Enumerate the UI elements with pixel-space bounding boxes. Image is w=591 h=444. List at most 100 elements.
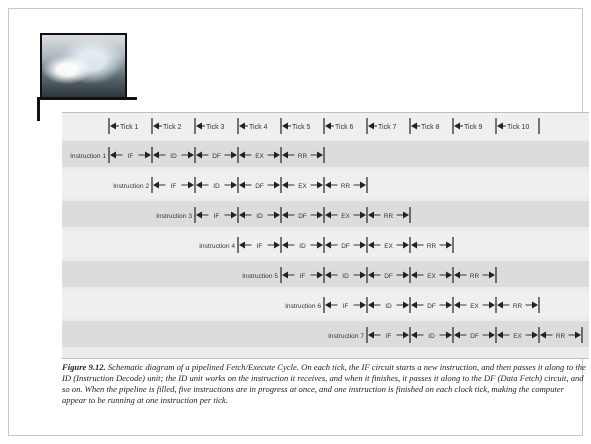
tick-arrow xyxy=(282,122,288,130)
stage-label: RR xyxy=(341,183,351,190)
stage-right-arrow xyxy=(274,181,280,189)
stage-left-arrow xyxy=(153,181,159,189)
stage-label: DF xyxy=(212,153,221,160)
tick-label: Tick 6 xyxy=(335,124,354,131)
stage-left-arrow xyxy=(368,211,374,219)
stage-label: EX xyxy=(513,333,522,340)
stage-left-arrow xyxy=(454,301,460,309)
stage-right-arrow xyxy=(360,241,366,249)
stage-left-arrow xyxy=(325,211,331,219)
corner-bracket-horizontal xyxy=(37,97,137,100)
stage-right-arrow xyxy=(274,211,280,219)
caption-body: Schematic diagram of a pipelined Fetch/E… xyxy=(62,362,586,405)
stage-right-arrow xyxy=(403,271,409,279)
row-band xyxy=(62,171,589,197)
stage-right-arrow xyxy=(231,211,237,219)
stage-left-arrow xyxy=(239,151,245,159)
stage-right-arrow xyxy=(274,151,280,159)
stage-right-arrow xyxy=(360,271,366,279)
stage-right-arrow xyxy=(317,241,323,249)
tick-label: Tick 2 xyxy=(163,124,182,131)
stage-label: RR xyxy=(556,333,566,340)
stage-right-arrow xyxy=(446,301,452,309)
instruction-label: Instruction 4 xyxy=(199,243,235,250)
instruction-label: Instruction 5 xyxy=(242,273,278,280)
stage-left-arrow xyxy=(282,271,288,279)
stage-label: EX xyxy=(470,303,479,310)
stage-label: DF xyxy=(427,303,436,310)
tick-arrow xyxy=(153,122,159,130)
stage-left-arrow xyxy=(411,241,417,249)
stage-left-arrow xyxy=(325,181,331,189)
tick-arrow xyxy=(196,122,202,130)
stage-right-arrow xyxy=(489,301,495,309)
stage-right-arrow xyxy=(575,331,581,339)
instruction-label: Instruction 6 xyxy=(285,303,321,310)
tick-arrow xyxy=(497,122,503,130)
stage-left-arrow xyxy=(411,301,417,309)
tick-label: Tick 9 xyxy=(464,124,483,131)
stage-label: DF xyxy=(384,273,393,280)
stage-right-arrow xyxy=(446,331,452,339)
stage-right-arrow xyxy=(360,301,366,309)
stage-left-arrow xyxy=(411,271,417,279)
stage-left-arrow xyxy=(497,301,503,309)
stage-label: IF xyxy=(343,303,349,310)
caption-lead: Figure 9.12. xyxy=(62,362,106,372)
row-band xyxy=(62,141,589,167)
stage-label: DF xyxy=(341,243,350,250)
stage-right-arrow xyxy=(231,181,237,189)
row-band xyxy=(62,261,589,287)
stage-left-arrow xyxy=(325,301,331,309)
stage-left-arrow xyxy=(325,271,331,279)
stage-label: IF xyxy=(128,153,134,160)
stage-label: IF xyxy=(300,273,306,280)
stage-label: EX xyxy=(255,153,264,160)
tick-arrow xyxy=(110,122,116,130)
pipeline-figure: Tick 1 Tick 2 Tick 3 Tick 4 Tick 5 Tick 6 Tick… xyxy=(62,112,589,359)
stage-left-arrow xyxy=(540,331,546,339)
stage-left-arrow xyxy=(196,151,202,159)
stage-left-arrow xyxy=(196,211,202,219)
stage-label: DF xyxy=(470,333,479,340)
wave-photo xyxy=(40,33,127,100)
stage-right-arrow xyxy=(360,211,366,219)
stage-right-arrow xyxy=(403,241,409,249)
stage-left-arrow xyxy=(282,211,288,219)
corner-bracket-vertical xyxy=(37,97,40,121)
stage-left-arrow xyxy=(497,331,503,339)
stage-left-arrow xyxy=(454,331,460,339)
stage-right-arrow xyxy=(489,331,495,339)
stage-label: ID xyxy=(299,243,306,250)
tick-arrow xyxy=(368,122,374,130)
stage-left-arrow xyxy=(239,181,245,189)
stage-right-arrow xyxy=(231,151,237,159)
row-band xyxy=(62,231,589,257)
tick-label: Tick 7 xyxy=(378,124,397,131)
stage-right-arrow xyxy=(403,301,409,309)
stage-label: RR xyxy=(470,273,480,280)
stage-left-arrow xyxy=(368,241,374,249)
stage-left-arrow xyxy=(325,241,331,249)
instruction-label: Instruction 1 xyxy=(70,153,106,160)
stage-right-arrow xyxy=(188,151,194,159)
instruction-label: Instruction 3 xyxy=(156,213,192,220)
tick-arrow xyxy=(411,122,417,130)
stage-label: IF xyxy=(214,213,220,220)
tick-label: Tick 3 xyxy=(206,124,225,131)
stage-label: ID xyxy=(256,213,263,220)
stage-label: EX xyxy=(298,183,307,190)
stage-left-arrow xyxy=(239,211,245,219)
stage-label: EX xyxy=(427,273,436,280)
stage-left-arrow xyxy=(282,181,288,189)
stage-right-arrow xyxy=(489,271,495,279)
stage-label: ID xyxy=(213,183,220,190)
stage-label: ID xyxy=(385,303,392,310)
pipeline-diagram: Tick 1 Tick 2 Tick 3 Tick 4 Tick 5 Tick 6 Tick… xyxy=(70,118,583,343)
stage-label: ID xyxy=(342,273,349,280)
figure-caption: Figure 9.12. Schematic diagram of a pipe… xyxy=(62,362,587,406)
stage-right-arrow xyxy=(532,331,538,339)
stage-right-arrow xyxy=(403,331,409,339)
stage-left-arrow xyxy=(239,241,245,249)
